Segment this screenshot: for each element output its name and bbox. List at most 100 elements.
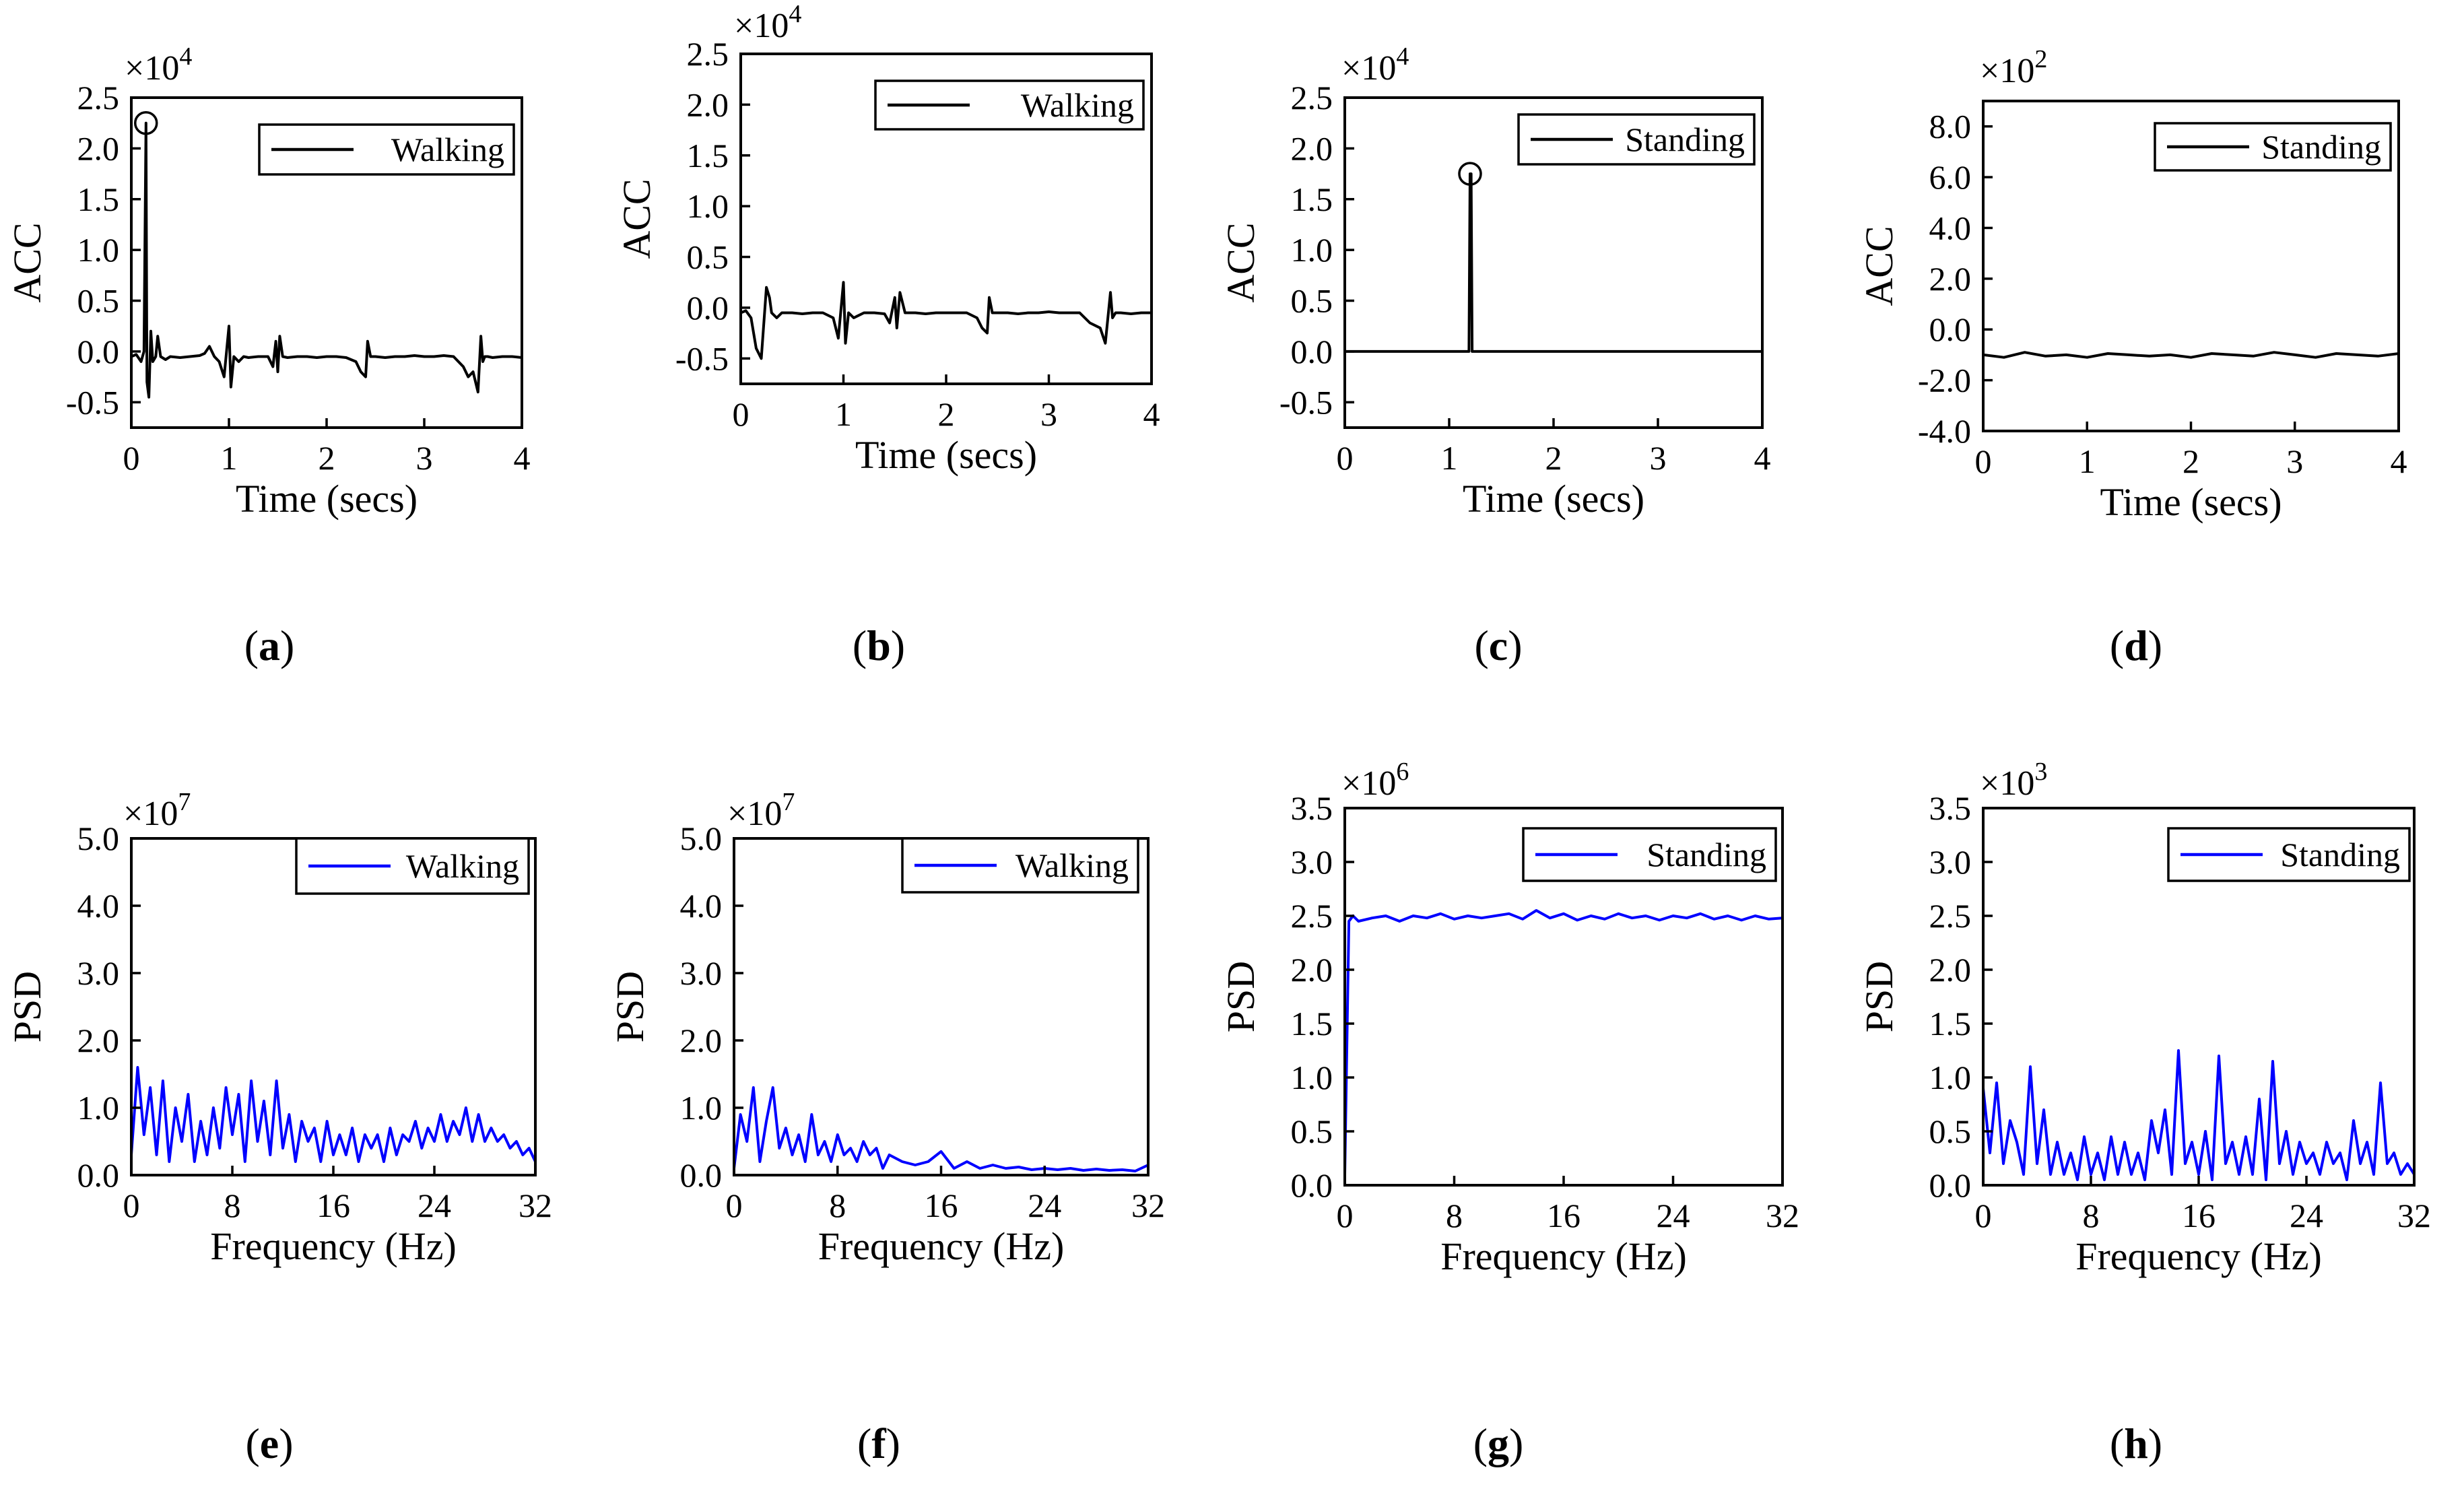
y-tick-label: 4.0	[77, 887, 120, 925]
y-tick-label: -2.0	[1918, 362, 1971, 399]
axis-multiplier: ×103	[1980, 758, 2047, 803]
x-tick-label: 4	[1143, 395, 1160, 433]
caption-part: h	[2124, 1420, 2148, 1467]
y-tick-label: 1.5	[687, 137, 729, 174]
y-tick-label: 8.0	[1929, 108, 1972, 145]
y-tick-label: -0.5	[66, 383, 119, 421]
y-tick-label: 0.0	[1929, 1166, 1972, 1204]
y-tick-label: 0.0	[1291, 1166, 1333, 1204]
caption-part: a	[259, 622, 280, 669]
y-tick-label: 2.0	[77, 129, 120, 167]
y-tick-label: 0.0	[77, 333, 120, 370]
y-tick-label: 3.0	[680, 954, 723, 992]
series-line-e-0	[131, 1066, 535, 1163]
y-tick-label: 4.0	[1929, 209, 1972, 246]
y-tick-label: 0.0	[1929, 310, 1972, 348]
chart-b: 0 1 2 3 4 -0.5 0.0 0.5 1.0 1.5 2.0 2.5 Time (secs) AC…	[615, 0, 1160, 669]
series-line-c-0	[1345, 172, 1762, 353]
chart-d: 0 1 2 3 4 -4.0 -2.0 0.0 2.0 4.0 6.0 8.0 Time (secs) A…	[1857, 45, 2407, 669]
legend-label: Standing	[1646, 836, 1766, 873]
axis-multiplier: ×104	[125, 42, 192, 88]
y-axis-label: ACC	[615, 178, 659, 259]
y-tick-label: 1.0	[1291, 1059, 1333, 1096]
x-tick-label: 4	[514, 439, 531, 477]
chart-a: 0 1 2 3 4 -0.5 0.0 0.5 1.0 1.5 2.0 2.5 Time (secs) AC…	[5, 42, 531, 669]
axis-multiplier: ×107	[727, 788, 795, 833]
legend: Standing	[1517, 113, 1756, 166]
y-tick-label: 2.5	[77, 79, 120, 117]
x-tick-label: 0	[1975, 1197, 1992, 1234]
y-tick-label: 4.0	[680, 887, 723, 925]
x-tick-label: 3	[1650, 439, 1667, 477]
axis-multiplier: ×102	[1980, 45, 2047, 90]
x-tick-label: 32	[1766, 1197, 1799, 1234]
caption-part: )	[1509, 1420, 1523, 1467]
y-tick-label: 2.5	[1929, 897, 1972, 935]
x-tick-label: 8	[2083, 1197, 2100, 1234]
x-tick-label: 3	[2286, 442, 2303, 480]
y-tick-label: 2.5	[1291, 79, 1333, 117]
y-tick-label: 0.0	[77, 1156, 120, 1194]
panel-caption: (g)	[1473, 1420, 1524, 1467]
y-tick-label: 1.5	[1291, 180, 1333, 218]
x-tick-label: 2	[1545, 439, 1562, 477]
y-tick-label: 2.5	[687, 35, 729, 73]
chart-g: 0 8 16 24 32 0.0 0.5 1.0 1.5 2.0 2.5 3.0 3.5 Frequenc…	[1219, 758, 1799, 1467]
x-tick-label: 0	[123, 1187, 140, 1224]
y-tick-label: 5.0	[77, 820, 120, 857]
x-tick-label: 8	[224, 1187, 241, 1224]
x-tick-label: 4	[2391, 442, 2407, 480]
x-tick-label: 0	[123, 439, 140, 477]
y-tick-label: 1.5	[77, 180, 120, 218]
y-tick-label: 6.0	[1929, 158, 1972, 196]
caption-part: )	[886, 1420, 900, 1467]
chart-c: 0 1 2 3 4 -0.5 0.0 0.5 1.0 1.5 2.0 2.5 Time (secs) AC…	[1219, 42, 1771, 669]
y-tick-label: 0.0	[680, 1156, 723, 1194]
y-tick-label: 1.0	[680, 1089, 723, 1127]
panel-caption: (f)	[857, 1420, 900, 1467]
y-tick-label: 2.0	[1929, 951, 1972, 989]
y-axis-label: PSD	[5, 971, 49, 1042]
y-tick-label: 2.0	[1291, 951, 1333, 989]
x-tick-label: 32	[1131, 1187, 1165, 1224]
y-tick-label: 1.5	[1291, 1005, 1333, 1042]
x-tick-label: 1	[1441, 439, 1458, 477]
y-tick-label: 0.5	[1929, 1112, 1972, 1150]
y-tick-label: 1.0	[77, 231, 120, 269]
y-tick-label: 1.5	[1929, 1005, 1972, 1042]
caption-part: b	[867, 622, 891, 669]
y-tick-label: 1.0	[1929, 1059, 1972, 1096]
series-line-f-0	[734, 1086, 1148, 1172]
panel-caption: (c)	[1474, 622, 1522, 669]
caption-part: f	[871, 1420, 886, 1467]
panel-caption: (h)	[2110, 1420, 2162, 1467]
x-tick-label: 3	[1040, 395, 1057, 433]
x-tick-label: 16	[317, 1187, 350, 1224]
x-axis-label: Frequency (Hz)	[210, 1224, 457, 1268]
x-tick-label: 0	[1337, 1197, 1354, 1234]
y-axis-label: ACC	[5, 222, 49, 302]
y-tick-label: 2.0	[680, 1022, 723, 1059]
legend: Standing	[2154, 122, 2392, 172]
y-tick-label: 1.0	[687, 187, 729, 225]
series-line-h-0	[1983, 1049, 2414, 1181]
caption-part: (	[1473, 1420, 1488, 1467]
y-tick-label: -0.5	[675, 339, 729, 377]
y-tick-label: 2.0	[687, 86, 729, 123]
x-axis-label: Time (secs)	[236, 477, 418, 521]
x-axis-label: Time (secs)	[1463, 477, 1644, 521]
x-tick-label: 32	[519, 1187, 552, 1224]
x-axis-label: Time (secs)	[2100, 480, 2282, 524]
x-tick-label: 0	[1975, 442, 1992, 480]
y-tick-label: 2.0	[1929, 260, 1972, 298]
series-line-g-0	[1345, 909, 1783, 1175]
x-tick-label: 1	[835, 395, 852, 433]
axis-multiplier: ×106	[1341, 758, 1409, 803]
caption-part: )	[2148, 1420, 2162, 1467]
chart-h: 0 8 16 24 32 0.0 0.5 1.0 1.5 2.0 2.5 3.0 3.5 Frequenc…	[1857, 758, 2431, 1467]
x-axis-label: Frequency (Hz)	[2075, 1234, 2322, 1278]
y-tick-label: 3.0	[77, 954, 120, 992]
y-tick-label: 2.0	[77, 1022, 120, 1059]
y-tick-label: 3.5	[1929, 789, 1972, 827]
